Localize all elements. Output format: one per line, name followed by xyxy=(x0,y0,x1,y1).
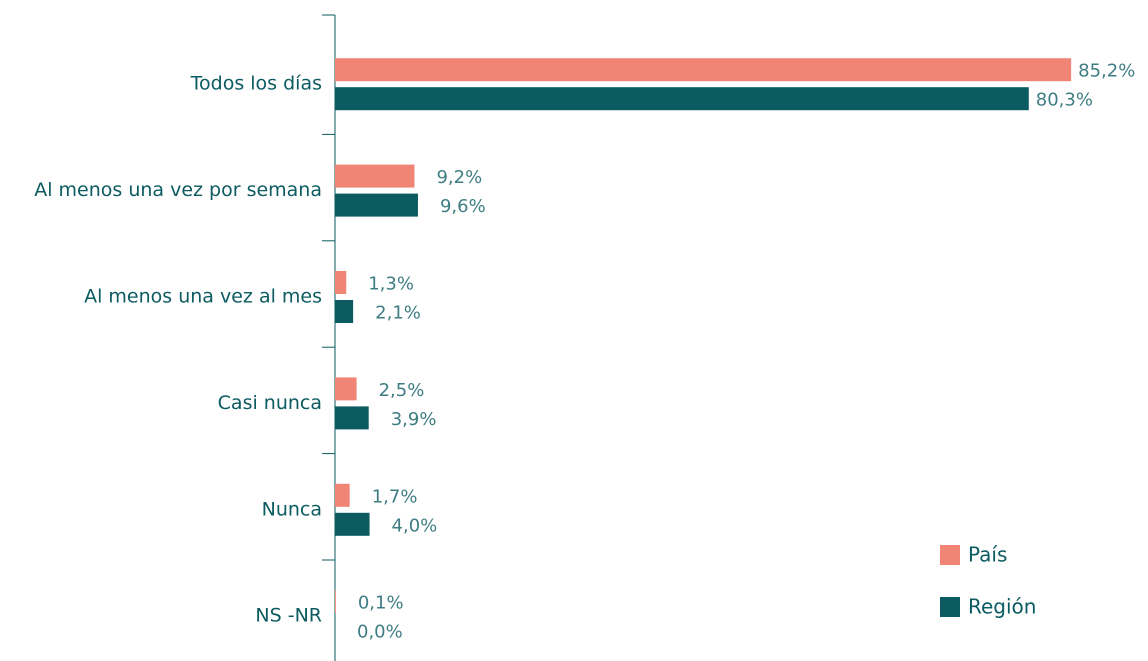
bar xyxy=(335,271,347,294)
bar xyxy=(335,58,1072,82)
value-label: 0,1% xyxy=(358,593,404,614)
value-label: 1,7% xyxy=(372,486,418,507)
bar xyxy=(335,193,418,217)
bar xyxy=(335,590,336,614)
category-label: Al menos una vez al mes xyxy=(84,286,322,308)
category-label: NS -NR xyxy=(255,605,322,627)
bar xyxy=(335,300,354,323)
category-label: Casi nunca xyxy=(218,392,322,414)
value-label: 1,3% xyxy=(368,274,414,295)
value-label: 80,3% xyxy=(1036,90,1093,111)
category-label: Al menos una vez por semana xyxy=(34,179,322,201)
value-label: 2,5% xyxy=(379,380,425,401)
value-label: 9,2% xyxy=(436,167,482,188)
value-label: 9,6% xyxy=(440,196,486,217)
legend-swatch xyxy=(940,597,960,617)
bar xyxy=(335,87,1029,111)
legend-label: País xyxy=(968,543,1007,567)
value-label: 85,2% xyxy=(1078,61,1135,82)
category-label: Todos los días xyxy=(190,73,322,95)
value-label: 3,9% xyxy=(391,409,437,430)
value-label: 2,1% xyxy=(375,303,421,324)
bar xyxy=(335,512,370,536)
bar xyxy=(335,483,350,507)
legend-swatch xyxy=(940,545,960,565)
category-label: Nunca xyxy=(262,498,322,520)
bar xyxy=(335,406,369,430)
bar xyxy=(335,377,357,401)
legend-label: Región xyxy=(968,595,1036,619)
bar xyxy=(335,164,415,188)
value-label: 0,0% xyxy=(357,622,403,643)
value-label: 4,0% xyxy=(392,515,438,536)
